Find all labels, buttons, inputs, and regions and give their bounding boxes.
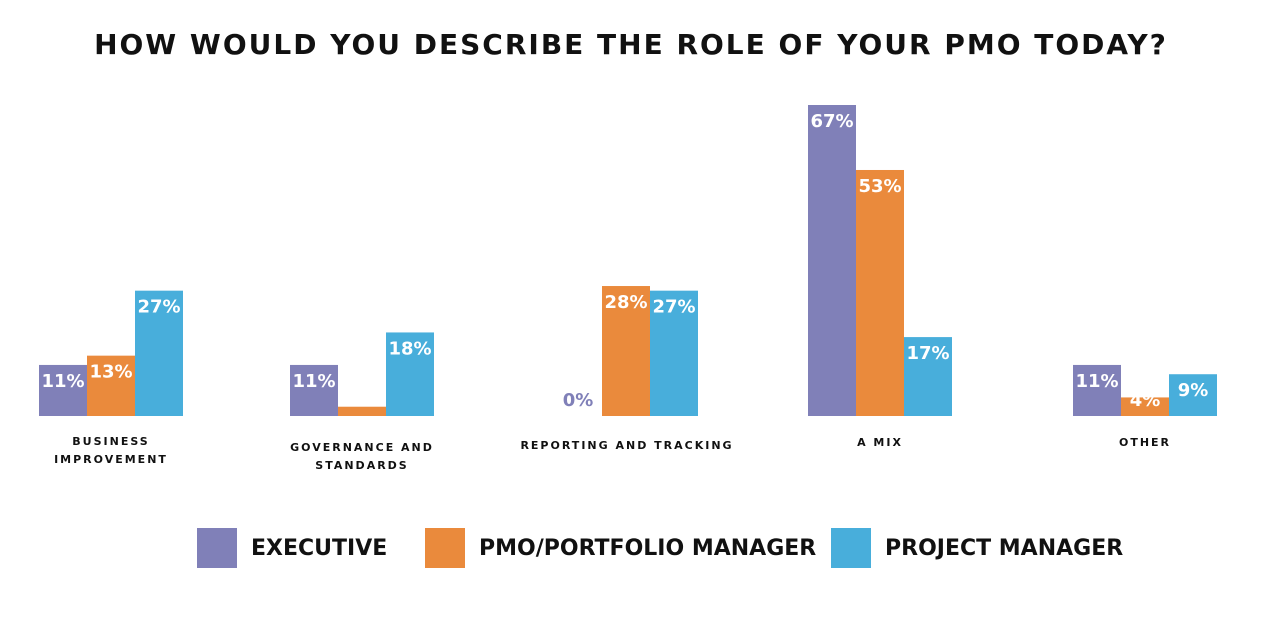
value-label-a-mix-executive: 67%: [810, 111, 853, 132]
legend-item-project-manager: PROJECT MANAGER: [831, 527, 1123, 569]
bar-reporting-and-tracking-project-manager: [650, 290, 698, 416]
bar-chart: 11% 13%27%BUSINESSIMPROVEMENT11%2%18%GOVE…: [39, 105, 1217, 472]
value-label-a-mix-project-manager: 17%: [906, 343, 949, 364]
legend-swatch-project-manager: [831, 528, 871, 568]
legend-swatch-pmo-portfolio-manager: [425, 528, 465, 568]
legend-item-executive: EXECUTIVE: [197, 527, 387, 569]
chart-title: HOW WOULD YOU DESCRIBE THE ROLE OF YOUR …: [94, 28, 1168, 61]
value-label-governance-and-standards-pmo-portfolio-manager: 2%: [347, 390, 378, 411]
bar-a-mix-project-manager: [904, 337, 952, 416]
chart-legend: EXECUTIVE PMO/PORTFOLIO MANAGER PROJECT …: [0, 527, 1262, 569]
bar-business-improvement-project-manager: [135, 290, 183, 416]
legend-item-pmo-portfolio-manager: PMO/PORTFOLIO MANAGER: [425, 527, 816, 569]
value-label-business-improvement-executive: 11%: [41, 371, 84, 392]
category-label-a-mix: A MIX: [857, 436, 903, 449]
bar-business-improvement-pmo-portfolio-manager: [87, 355, 135, 416]
category-label-other: OTHER: [1119, 436, 1171, 449]
category-label-business-improvement-line-1: BUSINESS: [72, 435, 149, 448]
bar-business-improvement-executive: [39, 364, 87, 416]
value-label-reporting-and-tracking-project-manager: 27%: [652, 297, 695, 318]
bar-a-mix-executive: [808, 105, 856, 416]
category-label-governance-and-standards-line-2: STANDARDS: [315, 459, 408, 472]
category-label-business-improvement-line-2: IMPROVEMENT: [54, 453, 168, 466]
bar-other-project-manager: [1169, 374, 1217, 416]
value-label-reporting-and-tracking-executive: 0%: [563, 390, 594, 411]
bar-governance-and-standards-project-manager: [386, 332, 434, 416]
value-label-other-pmo-portfolio-manager: 4%: [1130, 390, 1161, 411]
category-label-governance-and-standards-line-1: GOVERNANCE AND: [290, 441, 434, 454]
legend-swatch-executive: [197, 528, 237, 568]
value-label-governance-and-standards-project-manager: 18%: [388, 338, 431, 359]
bar-other-pmo-portfolio-manager: [1121, 397, 1169, 416]
legend-label-pmo-portfolio-manager: PMO/PORTFOLIO MANAGER: [479, 535, 817, 561]
value-label-a-mix-pmo-portfolio-manager: 53%: [858, 176, 901, 197]
category-label-reporting-and-tracking: REPORTING AND TRACKING: [520, 439, 733, 452]
bar-reporting-and-tracking-pmo-portfolio-manager: [602, 286, 650, 416]
value-label-business-improvement-project-manager: 27%: [137, 297, 180, 318]
legend-label-executive: EXECUTIVE: [251, 535, 388, 561]
bar-governance-and-standards-executive: [290, 364, 338, 416]
bar-a-mix-pmo-portfolio-manager: [856, 169, 904, 416]
value-label-other-executive: 11%: [1075, 371, 1118, 392]
value-label-governance-and-standards-executive: 11%: [292, 371, 335, 392]
value-label-business-improvement-pmo-portfolio-manager: 13%: [89, 362, 132, 383]
value-label-reporting-and-tracking-pmo-portfolio-manager: 28%: [604, 292, 647, 313]
value-label-other-project-manager: 9%: [1178, 380, 1209, 401]
bar-other-executive: [1073, 364, 1121, 416]
bar-governance-and-standards-pmo-portfolio-manager: [338, 406, 386, 416]
legend-label-project-manager: PROJECT MANAGER: [885, 535, 1124, 561]
